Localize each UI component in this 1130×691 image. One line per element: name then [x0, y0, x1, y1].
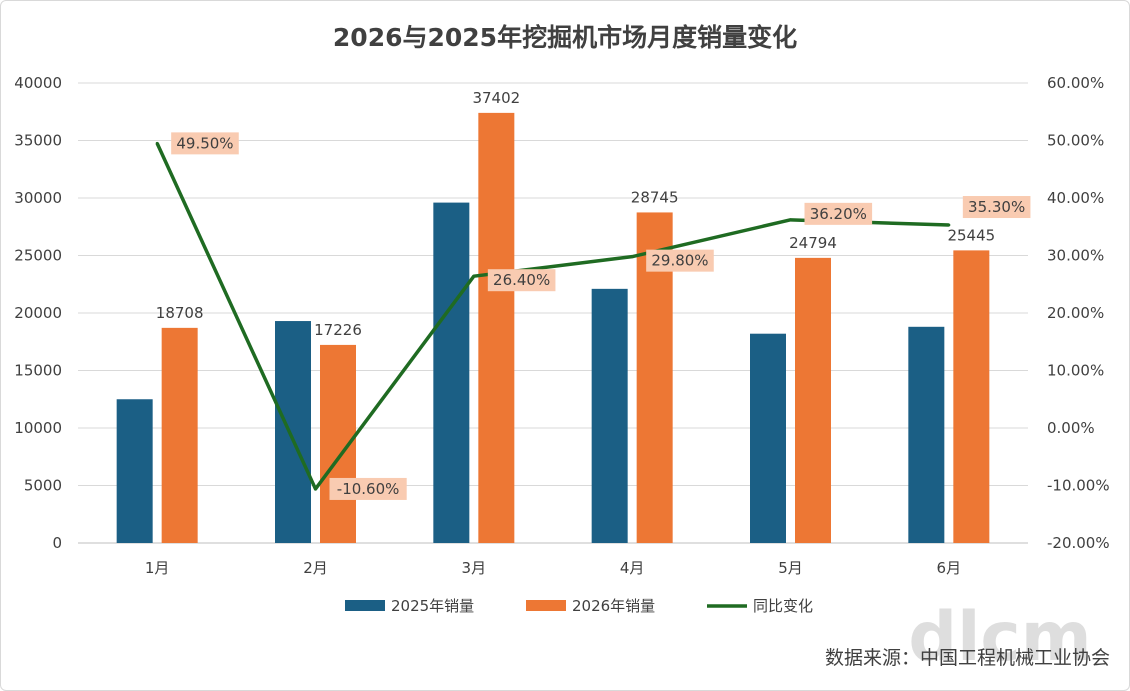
category-label: 6月	[937, 559, 962, 577]
bar	[750, 333, 786, 543]
legend-label: 2026年销量	[572, 597, 655, 615]
percent-label: 49.50%	[176, 134, 233, 152]
right-tick-label: -10.00%	[1047, 477, 1110, 495]
legend-swatch	[345, 600, 385, 611]
bar-value-label: 18708	[156, 304, 204, 322]
right-tick-label: 40.00%	[1047, 189, 1104, 207]
left-tick-label: 15000	[14, 362, 62, 380]
category-label: 2月	[303, 559, 328, 577]
percent-label-box	[646, 249, 714, 272]
legend-label: 2025年销量	[391, 597, 474, 615]
right-tick-label: -20.00%	[1047, 534, 1110, 552]
percent-label-box	[487, 269, 556, 292]
trend-point	[314, 487, 317, 491]
percent-label-box	[171, 132, 239, 155]
right-tick-label: 30.00%	[1047, 247, 1104, 265]
bar	[275, 321, 311, 543]
category-label: 4月	[620, 559, 645, 577]
source-note: 数据来源：中国工程机械工业协会	[825, 647, 1110, 669]
right-tick-label: 10.00%	[1047, 362, 1104, 380]
category-label: 1月	[145, 559, 170, 577]
legend: 2025年销量 2026年销量 同比变化	[345, 597, 813, 615]
bar-value-label: 17226	[314, 321, 362, 339]
right-tick-label: 50.00%	[1047, 132, 1104, 150]
left-tick-label: 0	[52, 534, 62, 552]
bar	[953, 250, 990, 543]
percent-label-box	[804, 202, 873, 225]
left-tick-label: 40000	[14, 74, 62, 92]
left-tick-label: 10000	[14, 419, 62, 437]
category-label: 5月	[778, 559, 803, 577]
category-label: 3月	[462, 559, 487, 577]
percent-label: -10.60%	[337, 480, 400, 498]
right-tick-label: 20.00%	[1047, 304, 1104, 322]
category-axis: 1月 2月 3月 4月 5月 6月	[145, 559, 961, 577]
left-axis: 0 5000 10000 15000 20000 25000 30000 35000 40000	[14, 74, 62, 552]
trend-point	[472, 274, 476, 278]
right-tick-label: 0.00%	[1047, 419, 1095, 437]
left-tick-label: 5000	[24, 477, 62, 495]
legend-label: 同比变化	[753, 597, 813, 615]
trend-point	[947, 223, 951, 227]
bar	[478, 112, 515, 543]
left-tick-label: 25000	[14, 247, 62, 265]
trend-point	[630, 255, 634, 259]
gridlines	[78, 82, 1028, 544]
bar	[591, 288, 628, 543]
chart-title: 2026与2025年挖掘机市场月度销量变化	[333, 23, 797, 52]
right-tick-label: 60.00%	[1047, 74, 1104, 92]
trend-point	[789, 218, 792, 222]
left-tick-label: 20000	[14, 304, 62, 322]
bar	[908, 326, 945, 543]
trend-line	[155, 141, 951, 491]
left-tick-label: 35000	[14, 132, 62, 150]
right-axis: -20.00% -10.00% 0.00% 10.00% 20.00% 30.00% 40.…	[1047, 74, 1110, 552]
bar	[433, 202, 470, 543]
percent-label-box	[962, 196, 1031, 219]
bar-value-label: 28745	[631, 188, 679, 206]
left-tick-label: 30000	[14, 189, 62, 207]
trend-point	[155, 141, 159, 145]
bar	[116, 399, 153, 543]
legend-swatch	[526, 600, 566, 611]
bar-value-label: 37402	[472, 89, 520, 107]
percent-label: 36.20%	[810, 205, 867, 223]
bar	[795, 257, 831, 543]
percent-label: 26.40%	[493, 271, 550, 289]
bar	[161, 327, 198, 543]
bars	[116, 112, 990, 543]
bar-value-label: 24794	[789, 234, 837, 252]
data-labels: 18708 17226 37402 28745 24794 25445 49.50% -10.…	[156, 89, 1031, 500]
percent-label: 35.30%	[968, 198, 1025, 216]
percent-label: 29.80%	[651, 252, 708, 270]
watermark-logo: dlcm	[908, 598, 1091, 677]
percent-label-box	[329, 477, 407, 500]
bar-value-label: 25445	[947, 226, 995, 244]
